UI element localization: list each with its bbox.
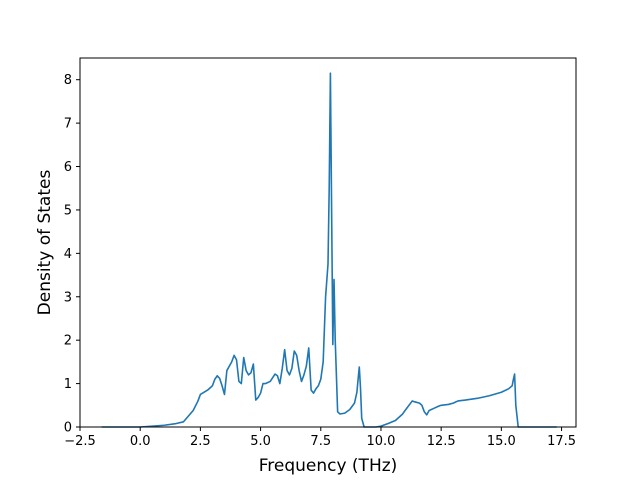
x-tick-label: 12.5 bbox=[427, 434, 456, 449]
x-tick-label: −2.5 bbox=[64, 434, 96, 449]
y-tick-label: 3 bbox=[64, 290, 72, 305]
x-tick-label: 15.0 bbox=[487, 434, 516, 449]
series-line-0 bbox=[101, 72, 557, 428]
x-tick-label: 17.5 bbox=[547, 434, 576, 449]
y-tick-label: 8 bbox=[64, 73, 72, 88]
x-tick-label: 7.5 bbox=[310, 434, 331, 449]
y-tick-label: 2 bbox=[64, 334, 72, 349]
plot-area bbox=[79, 57, 577, 428]
x-tick-label: 5.0 bbox=[250, 434, 271, 449]
y-tick-label: 4 bbox=[64, 247, 72, 262]
y-tick-label: 1 bbox=[64, 377, 72, 392]
x-axis-title: Frequency (THz) bbox=[259, 456, 398, 476]
y-tick-label: 0 bbox=[64, 421, 72, 436]
y-axis-title: Density of States bbox=[35, 170, 55, 316]
x-tick-label: 0.0 bbox=[130, 434, 151, 449]
y-axis: 0 1 2 3 4 5 6 7 8 bbox=[64, 73, 80, 436]
x-tick-label: 10.0 bbox=[366, 434, 395, 449]
axes-frame bbox=[79, 57, 577, 428]
x-axis: −2.5 0.0 2.5 5.0 7.5 10.0 12.5 15.0 17.5 bbox=[64, 427, 576, 449]
y-tick-label: 5 bbox=[64, 203, 72, 218]
y-tick-label: 7 bbox=[64, 117, 72, 132]
x-tick-label: 2.5 bbox=[190, 434, 211, 449]
y-tick-label: 6 bbox=[64, 160, 72, 175]
